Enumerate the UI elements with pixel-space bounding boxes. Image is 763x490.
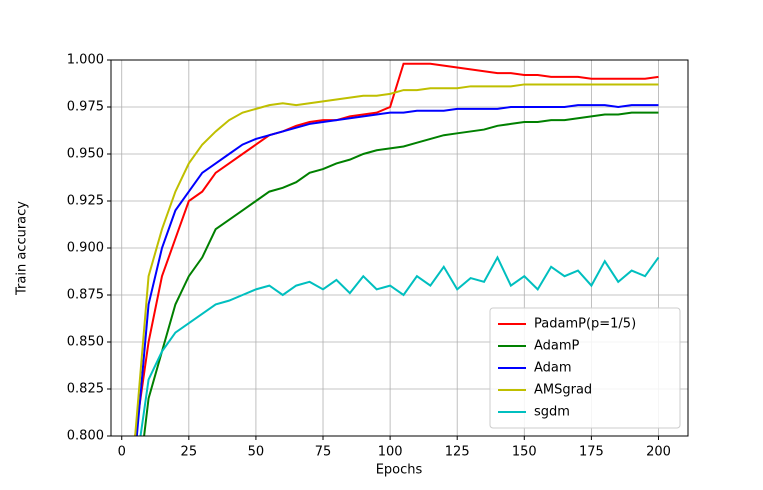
x-tick-label: 25	[181, 445, 198, 460]
y-tick-label: 0.800	[67, 429, 104, 444]
x-tick-label: 50	[248, 445, 265, 460]
y-tick-label: 0.975	[67, 100, 104, 115]
x-tick-label: 150	[512, 445, 537, 460]
x-tick-label: 0	[118, 445, 126, 460]
y-tick-label: 0.850	[67, 335, 104, 350]
series-line	[134, 62, 659, 436]
x-tick-label: 175	[579, 445, 604, 460]
x-tick-label: 75	[315, 445, 332, 460]
y-tick-label: 0.925	[67, 194, 104, 209]
legend-label: sgdm	[534, 405, 570, 420]
y-tick-label: 1.000	[67, 53, 104, 68]
y-tick-label: 0.825	[67, 382, 104, 397]
series-line	[135, 104, 659, 436]
legend-label: AdamP	[534, 339, 580, 354]
axes-frame	[110, 59, 689, 437]
y-axis-label: Train accuracy	[15, 201, 30, 296]
series-line	[143, 111, 659, 436]
y-tick-label: 0.900	[67, 241, 104, 256]
legend-label: Adam	[534, 361, 572, 376]
series-line	[134, 83, 659, 436]
y-tick-label: 0.950	[67, 147, 104, 162]
plot-lines	[134, 62, 660, 436]
legend-box	[489, 307, 681, 429]
legend-label: AMSgrad	[534, 383, 592, 398]
x-tick-label: 100	[378, 445, 403, 460]
y-tick-label: 0.875	[67, 288, 104, 303]
x-tick-label: 125	[445, 445, 470, 460]
x-axis-label: Epochs	[376, 463, 423, 478]
x-tick-label: 200	[646, 445, 671, 460]
series-line	[139, 255, 660, 436]
legend-label: PadamP(p=1/5)	[534, 317, 636, 332]
